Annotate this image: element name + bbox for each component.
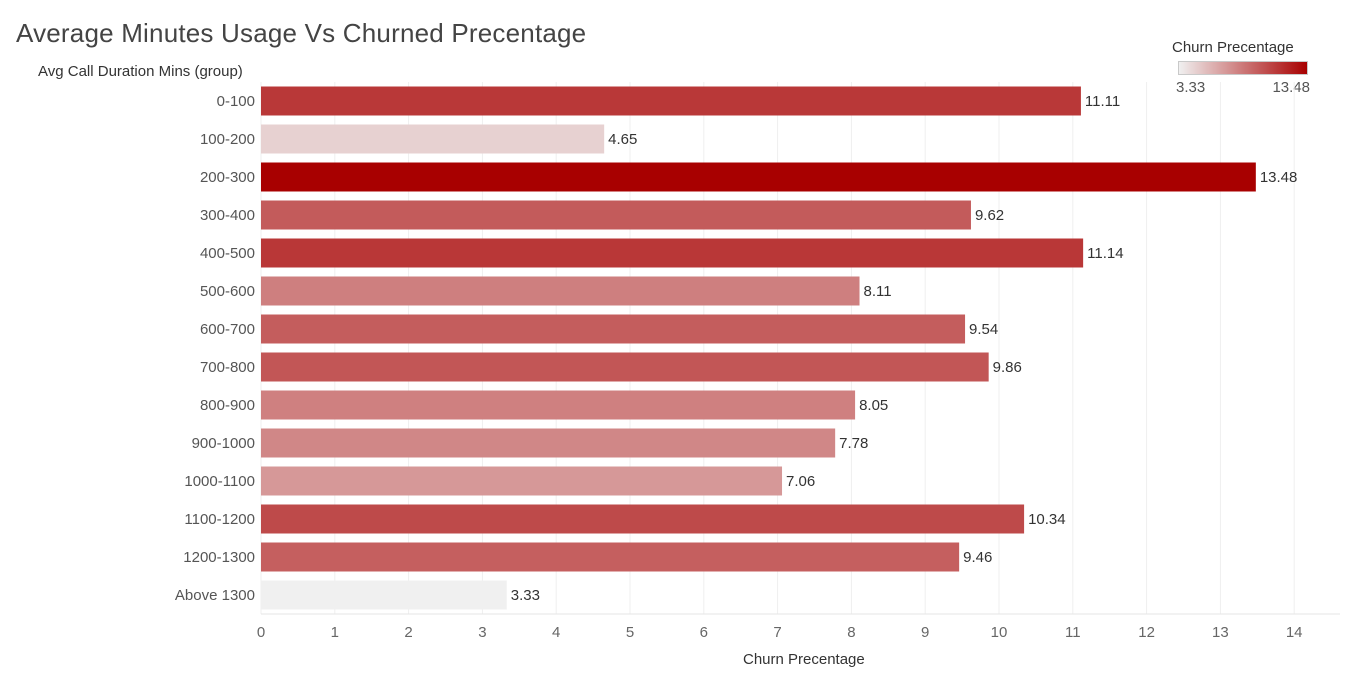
bar-value-label: 13.48	[1260, 169, 1298, 186]
bar[interactable]	[261, 428, 836, 458]
x-tick-label: 7	[773, 624, 781, 641]
legend-min-label: 3.33	[1176, 79, 1206, 96]
bar[interactable]	[261, 124, 605, 154]
legend-gradient-bar	[1178, 61, 1308, 75]
bar[interactable]	[261, 580, 507, 610]
bar-value-label: 8.11	[864, 283, 892, 300]
y-category-label: 0-100	[217, 93, 255, 110]
bar-value-label: 10.34	[1028, 511, 1066, 528]
x-tick-label: 6	[700, 624, 708, 641]
x-tick-label: 5	[626, 624, 634, 641]
legend-max-label: 13.48	[1272, 79, 1310, 96]
bar-value-label: 9.46	[963, 549, 992, 566]
x-axis-title: Churn Precentage	[743, 651, 865, 668]
bar[interactable]	[261, 542, 960, 572]
x-tick-label: 10	[991, 624, 1008, 641]
y-category-label: 100-200	[200, 131, 255, 148]
x-tick-label: 9	[921, 624, 929, 641]
color-legend: Churn Precentage 3.33 13.48	[1172, 39, 1312, 96]
y-category-label: 1100-1200	[184, 511, 255, 528]
x-tick-label: 12	[1138, 624, 1155, 641]
y-category-label: 1000-1100	[184, 473, 255, 490]
x-tick-label: 0	[257, 624, 265, 641]
y-category-label: 400-500	[200, 245, 255, 262]
y-category-label: 200-300	[200, 169, 255, 186]
bar[interactable]	[261, 314, 966, 344]
bar-value-label: 11.11	[1085, 93, 1120, 110]
y-category-label: 700-800	[200, 359, 255, 376]
bar-value-label: 7.78	[839, 435, 868, 452]
y-category-label: 1200-1300	[183, 549, 255, 566]
bar-value-label: 11.14	[1087, 245, 1123, 262]
y-category-label: 900-1000	[192, 435, 255, 452]
bar-value-label: 9.54	[969, 321, 998, 338]
x-tick-label: 4	[552, 624, 560, 641]
y-category-label: 600-700	[200, 321, 255, 338]
bar-value-label: 9.86	[993, 359, 1022, 376]
y-category-label: 800-900	[200, 397, 255, 414]
bar-value-label: 4.65	[608, 131, 637, 148]
x-tick-label: 2	[404, 624, 412, 641]
bar[interactable]	[261, 162, 1256, 192]
y-category-label: 300-400	[200, 207, 255, 224]
bar[interactable]	[261, 276, 860, 306]
bar-value-label: 3.33	[511, 587, 540, 604]
x-tick-label: 3	[478, 624, 486, 641]
bar-value-label: 8.05	[859, 397, 888, 414]
x-tick-label: 13	[1212, 624, 1229, 641]
bar[interactable]	[261, 466, 783, 496]
y-category-label: 500-600	[200, 283, 255, 300]
x-tick-label: 1	[331, 624, 339, 641]
y-axis-title: Avg Call Duration Mins (group)	[38, 63, 243, 80]
bar[interactable]	[261, 352, 989, 382]
bar[interactable]	[261, 504, 1025, 534]
bar-value-label: 7.06	[786, 473, 815, 490]
x-tick-label: 8	[847, 624, 855, 641]
chart-title: Average Minutes Usage Vs Churned Precent…	[16, 18, 587, 48]
legend-title: Churn Precentage	[1172, 39, 1294, 56]
bar-value-label: 9.62	[975, 207, 1004, 224]
y-category-label: Above 1300	[175, 587, 255, 604]
bar[interactable]	[261, 238, 1084, 268]
x-tick-label: 14	[1286, 624, 1303, 641]
x-tick-label: 11	[1065, 624, 1081, 641]
bar[interactable]	[261, 390, 856, 420]
bar[interactable]	[261, 200, 971, 230]
bar[interactable]	[261, 86, 1081, 116]
